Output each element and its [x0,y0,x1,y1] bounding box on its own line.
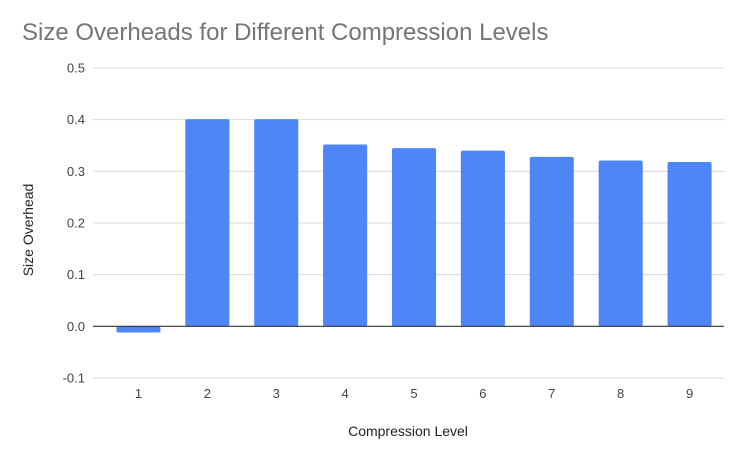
bar-level-8 [598,160,643,327]
x-tick-label: 3 [273,386,280,401]
x-tick-label: 6 [479,386,486,401]
x-tick-label: 4 [341,386,348,401]
bar-level-5 [391,148,437,327]
chart-title: Size Overheads for Different Compression… [22,19,548,46]
x-tick-label: 9 [686,386,693,401]
bar-level-3 [254,119,299,327]
x-tick-label: 1 [135,386,142,401]
x-axis-title: Compression Level [348,423,468,439]
bar-level-9 [667,162,712,327]
y-tick-label: 0.5 [67,61,85,76]
x-tick-label: 5 [410,386,417,401]
y-tick-label: 0.1 [67,267,85,282]
y-axis-ticks: -0.1 0.0 0.1 0.2 0.3 0.4 0.5 [63,61,85,386]
y-tick-label: -0.1 [63,371,85,386]
x-tick-label: 2 [204,386,211,401]
bar-level-2 [185,119,230,327]
bar-level-6 [460,150,505,327]
bar-level-7 [529,156,574,327]
y-tick-label: 0.2 [67,216,85,231]
y-tick-label: 0.0 [67,319,85,334]
y-axis-title: Size Overhead [20,184,36,277]
x-tick-label: 8 [617,386,624,401]
bar-level-1 [116,326,161,333]
bar-level-4 [323,144,368,327]
bars [116,119,712,333]
x-tick-label: 7 [548,386,555,401]
x-axis-ticks: 1 2 3 4 5 6 7 8 9 [135,386,693,401]
y-tick-label: 0.3 [67,164,85,179]
y-tick-label: 0.4 [67,112,85,127]
